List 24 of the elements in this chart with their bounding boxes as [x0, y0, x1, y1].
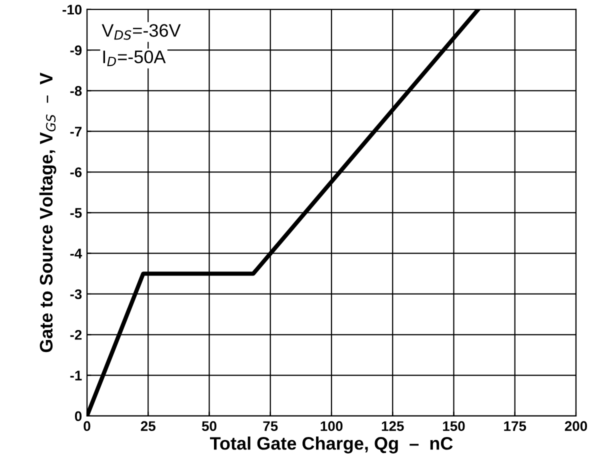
x-tick-label: 150: [443, 421, 465, 432]
y-tick-label: -2: [70, 330, 82, 340]
y-tick-label: -8: [70, 86, 82, 96]
x-tick-label: 0: [84, 421, 90, 432]
y-tick-label: -5: [70, 208, 82, 218]
annotation: I$_{D}$=-50A: [103, 50, 166, 66]
x-axis-title: Total Gate Charge, Qg – nC: [210, 436, 453, 454]
x-tick-label: 75: [263, 421, 278, 432]
y-tick-label: -3: [70, 289, 82, 300]
x-tick-label: 125: [382, 421, 404, 432]
x-tick-label: 175: [504, 421, 526, 432]
x-tick-label: 25: [140, 421, 156, 432]
annotation: V$_{DS}$=-36V: [102, 24, 181, 40]
y-tick-label: -1: [70, 370, 82, 380]
y-tick-label: 0: [74, 411, 82, 422]
y-tick-label: -7: [70, 126, 82, 136]
y-tick-label: -9: [70, 45, 82, 56]
x-tick-label: 200: [564, 421, 588, 432]
y-tick-label: -10: [62, 4, 82, 15]
y-tick-label: -4: [70, 248, 82, 258]
y-tick-label: -6: [70, 167, 82, 178]
x-tick-label: 50: [202, 421, 216, 432]
y-axis-title: Gate to Source Voltage, V$_{GS}$ – V: [39, 72, 56, 352]
x-tick-label: 100: [320, 421, 343, 432]
